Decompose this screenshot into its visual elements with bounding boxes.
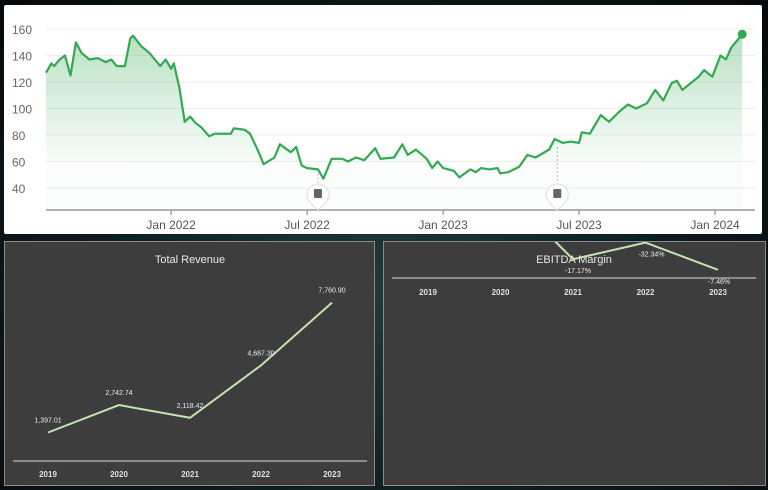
x-tick-label: Jan 2022 [146,218,196,232]
ebitda-margin-chart: EBITDA Margin 20192020202120222023-160.9… [392,101,756,297]
y-tick-label: 120 [12,76,32,90]
x-tick-label: 2022 [252,470,270,479]
data-label: 2,118.42 [177,403,204,410]
data-label: -7.46% [708,279,730,286]
area-fill [46,34,743,210]
x-tick-label: 2020 [110,470,128,479]
x-tick-label: 2020 [492,288,510,297]
chart-title: Total Revenue [155,254,225,266]
document-icon [553,189,562,198]
x-tick-label: Jan 2024 [690,218,740,232]
y-tick-label: 80 [12,129,26,143]
x-tick-label: 2023 [323,470,341,479]
total-revenue-panel: Total Revenue 2019 2020 2021 2022 2023 1,397.… [4,241,375,486]
data-label: -32.34% [638,252,664,259]
x-tick-label: 2021 [181,470,199,479]
x-tick-label: Jul 2023 [556,218,602,232]
total-revenue-chart: Total Revenue 2019 2020 2021 2022 2023 1,397.… [13,254,367,479]
price-line [45,33,744,180]
y-tick-label: 160 [12,23,32,37]
stock-price-chart: 40 60 80 100 120 140 160 Jan 2022 Jul 2022 Jan 20… [12,23,755,232]
data-label: 2,742.74 [105,390,132,397]
series-line [47,301,333,434]
x-tick-label: Jan 2023 [418,218,468,232]
event-marker[interactable] [545,183,569,211]
event-marker[interactable] [306,183,330,211]
data-label: 4,687.30 [247,350,274,357]
y-tick-label: 100 [12,103,32,117]
x-tick-label: 2019 [39,470,57,479]
x-tick-label: 2021 [564,288,582,297]
data-label: 1,397.01 [34,418,61,425]
y-tick-label: 140 [12,50,32,64]
last-price-dot [737,29,747,39]
x-tick-label: 2022 [637,288,655,297]
ebitda-margin-panel: EBITDA Margin 20192020202120222023-160.9… [383,101,766,486]
y-tick-label: 40 [12,182,26,196]
data-label: 7,760.90 [318,288,345,295]
stock-price-chart-panel: 40 60 80 100 120 140 160 Jan 2022 Jul 2022 Jan 20… [4,5,762,234]
x-tick-label: Jul 2022 [284,218,330,232]
document-icon [313,189,322,198]
data-label: -17.17% [565,268,591,275]
x-tick-label: 2023 [709,288,727,297]
x-tick-label: 2019 [419,288,437,297]
y-tick-label: 60 [12,156,26,170]
